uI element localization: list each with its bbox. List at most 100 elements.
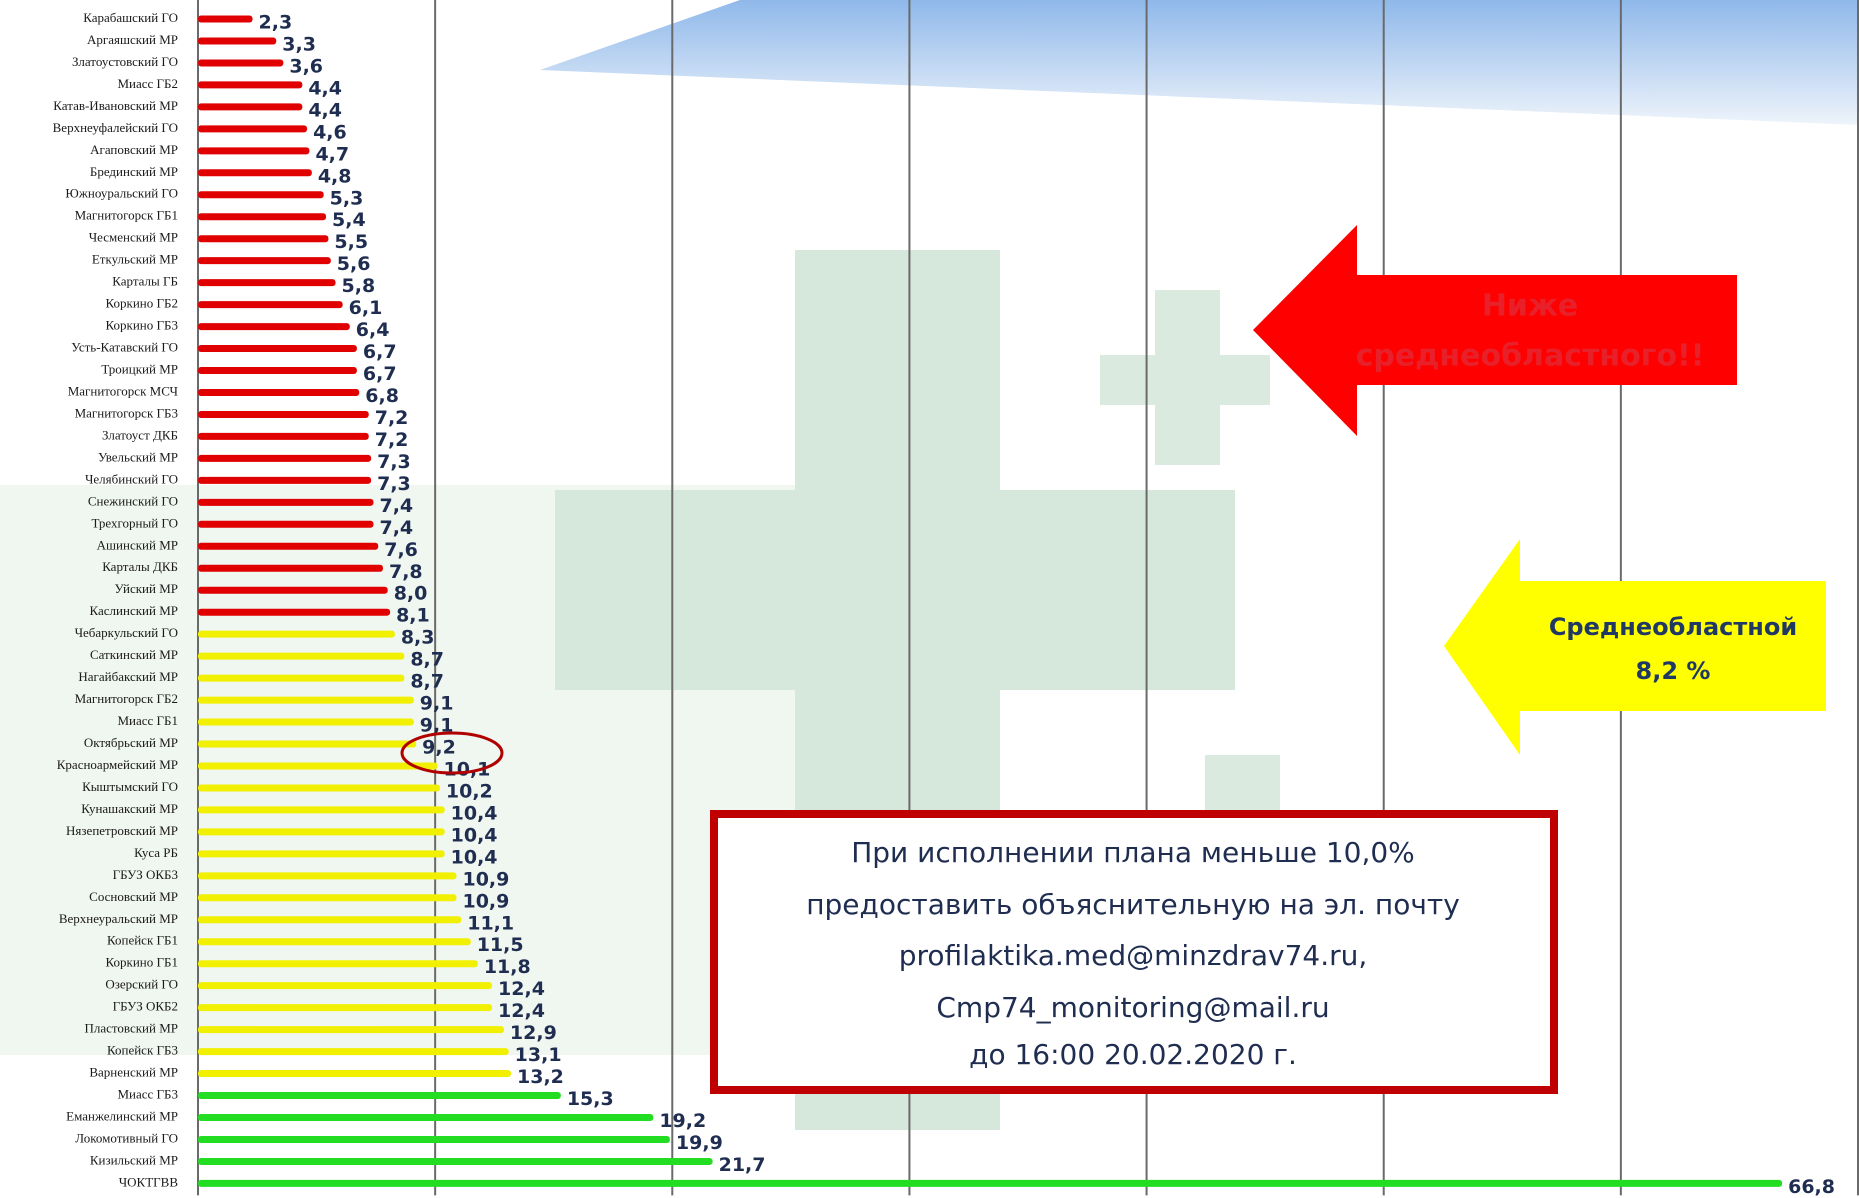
y-tick-label: Трехгорный ГО bbox=[91, 515, 178, 530]
bar bbox=[198, 586, 388, 594]
value-label: 5,8 bbox=[342, 275, 376, 297]
bar bbox=[198, 762, 438, 770]
bar bbox=[198, 806, 445, 814]
bar bbox=[198, 784, 440, 792]
y-tick-label: Миасс ГБ1 bbox=[117, 713, 178, 728]
bar bbox=[198, 828, 445, 836]
y-tick-label: ГБУЗ ОКБ2 bbox=[113, 999, 178, 1014]
value-label: 21,7 bbox=[719, 1154, 766, 1176]
y-tick-label: Нязепетровский МР bbox=[66, 823, 178, 838]
value-label: 4,6 bbox=[313, 121, 347, 143]
bar bbox=[198, 59, 284, 67]
bar bbox=[198, 872, 457, 880]
value-label: 10,4 bbox=[451, 846, 498, 868]
y-tick-label: Снежинский ГО bbox=[88, 493, 178, 508]
y-tick-label: Миасс ГБ3 bbox=[117, 1087, 178, 1102]
value-label: 11,1 bbox=[467, 912, 514, 934]
value-label: 8,3 bbox=[401, 627, 435, 649]
y-tick-label: Троицкий МР bbox=[101, 362, 178, 377]
y-tick-label: Еманжелинский МР bbox=[66, 1108, 178, 1123]
bar bbox=[198, 1114, 654, 1121]
value-label: 11,8 bbox=[484, 956, 531, 978]
bar bbox=[198, 542, 379, 550]
bar bbox=[198, 1026, 504, 1034]
bar bbox=[198, 410, 369, 418]
y-tick-label: Магнитогорск ГБ3 bbox=[75, 405, 178, 420]
bar bbox=[198, 125, 308, 133]
bar bbox=[198, 147, 310, 155]
average-arrow: Среднеобластной 8,2 % bbox=[1444, 539, 1826, 755]
bar bbox=[198, 235, 329, 243]
y-tick-label: Озерский ГО bbox=[105, 977, 178, 992]
y-tick-label: Кыштымский ГО bbox=[82, 779, 178, 794]
bar bbox=[198, 894, 457, 902]
y-tick-label: Ашинский МР bbox=[97, 537, 178, 552]
y-tick-label: Усть-Катавский ГО bbox=[71, 340, 178, 355]
value-label: 2,3 bbox=[259, 12, 293, 34]
bar bbox=[198, 1048, 509, 1056]
y-tick-label: Магнитогорск МСЧ bbox=[68, 383, 179, 398]
y-tick-label: Брединский МР bbox=[90, 164, 178, 179]
value-label: 4,8 bbox=[318, 165, 352, 187]
y-tick-label: Копейск ГБ3 bbox=[107, 1043, 178, 1058]
value-label: 6,7 bbox=[363, 363, 397, 385]
note-line: При исполнении плана меньше 10,0% bbox=[851, 836, 1415, 869]
value-label: 10,1 bbox=[444, 758, 491, 780]
bar bbox=[198, 564, 383, 572]
bar bbox=[198, 345, 357, 353]
value-label: 7,4 bbox=[379, 495, 413, 517]
value-label: 7,3 bbox=[377, 451, 411, 473]
value-label: 8,1 bbox=[396, 605, 430, 627]
y-tick-label: Златоуст ДКБ bbox=[102, 427, 178, 442]
value-label: 7,8 bbox=[389, 561, 423, 583]
y-tick-label: Нагайбакский МР bbox=[78, 669, 178, 684]
y-tick-label: Октябрьский МР bbox=[84, 735, 178, 750]
value-label: 19,2 bbox=[659, 1110, 706, 1132]
bar bbox=[198, 15, 253, 23]
y-tick-label: Куса РБ bbox=[134, 845, 178, 860]
bar bbox=[198, 1157, 713, 1165]
value-label: 5,4 bbox=[332, 209, 366, 231]
bar bbox=[198, 674, 405, 682]
value-label: 10,2 bbox=[446, 780, 493, 802]
value-label: 11,5 bbox=[477, 934, 524, 956]
bar bbox=[198, 1135, 670, 1143]
y-tick-label: Варненский МР bbox=[89, 1065, 178, 1080]
bar bbox=[198, 388, 360, 396]
value-label: 7,6 bbox=[384, 539, 418, 561]
bar bbox=[198, 169, 312, 177]
value-label: 6,7 bbox=[363, 341, 397, 363]
bar bbox=[198, 1092, 561, 1100]
bar bbox=[198, 916, 462, 924]
bar bbox=[198, 850, 445, 858]
value-label: 19,9 bbox=[676, 1132, 723, 1154]
value-label: 9,2 bbox=[422, 737, 456, 759]
below-label: среднеобластного!! bbox=[1356, 339, 1705, 374]
bar bbox=[198, 1004, 493, 1012]
bar bbox=[198, 938, 471, 946]
note-line: до 16:00 20.02.2020 г. bbox=[969, 1038, 1297, 1071]
y-tick-label: Красноармейский МР bbox=[57, 757, 178, 772]
y-tick-label: Карабашский ГО bbox=[83, 10, 178, 25]
value-label: 5,6 bbox=[337, 253, 371, 275]
y-tick-label: Чесменский МР bbox=[89, 230, 178, 245]
note-line: предоставить объяснительную на эл. почту bbox=[806, 888, 1460, 921]
value-label: 10,9 bbox=[462, 890, 509, 912]
bar bbox=[198, 454, 372, 462]
y-tick-label: Копейск ГБ1 bbox=[107, 933, 178, 948]
value-label: 5,5 bbox=[334, 231, 368, 253]
value-label: 4,4 bbox=[308, 77, 342, 99]
y-tick-label: Пластовский МР bbox=[84, 1021, 178, 1036]
note-box: При исполнении плана меньше 10,0% предос… bbox=[710, 810, 1558, 1094]
bar bbox=[198, 498, 374, 506]
average-label: 8,2 % bbox=[1636, 657, 1711, 685]
value-label: 15,3 bbox=[567, 1088, 614, 1110]
value-label: 7,2 bbox=[375, 407, 409, 429]
y-tick-label: Катав-Ивановский МР bbox=[53, 98, 178, 113]
bar bbox=[198, 696, 414, 704]
y-tick-label: Верхнеуральский МР bbox=[59, 911, 178, 926]
bar bbox=[198, 191, 324, 199]
y-tick-label: Карталы ДКБ bbox=[102, 559, 178, 574]
value-label: 10,9 bbox=[462, 868, 509, 890]
bar bbox=[198, 213, 327, 221]
